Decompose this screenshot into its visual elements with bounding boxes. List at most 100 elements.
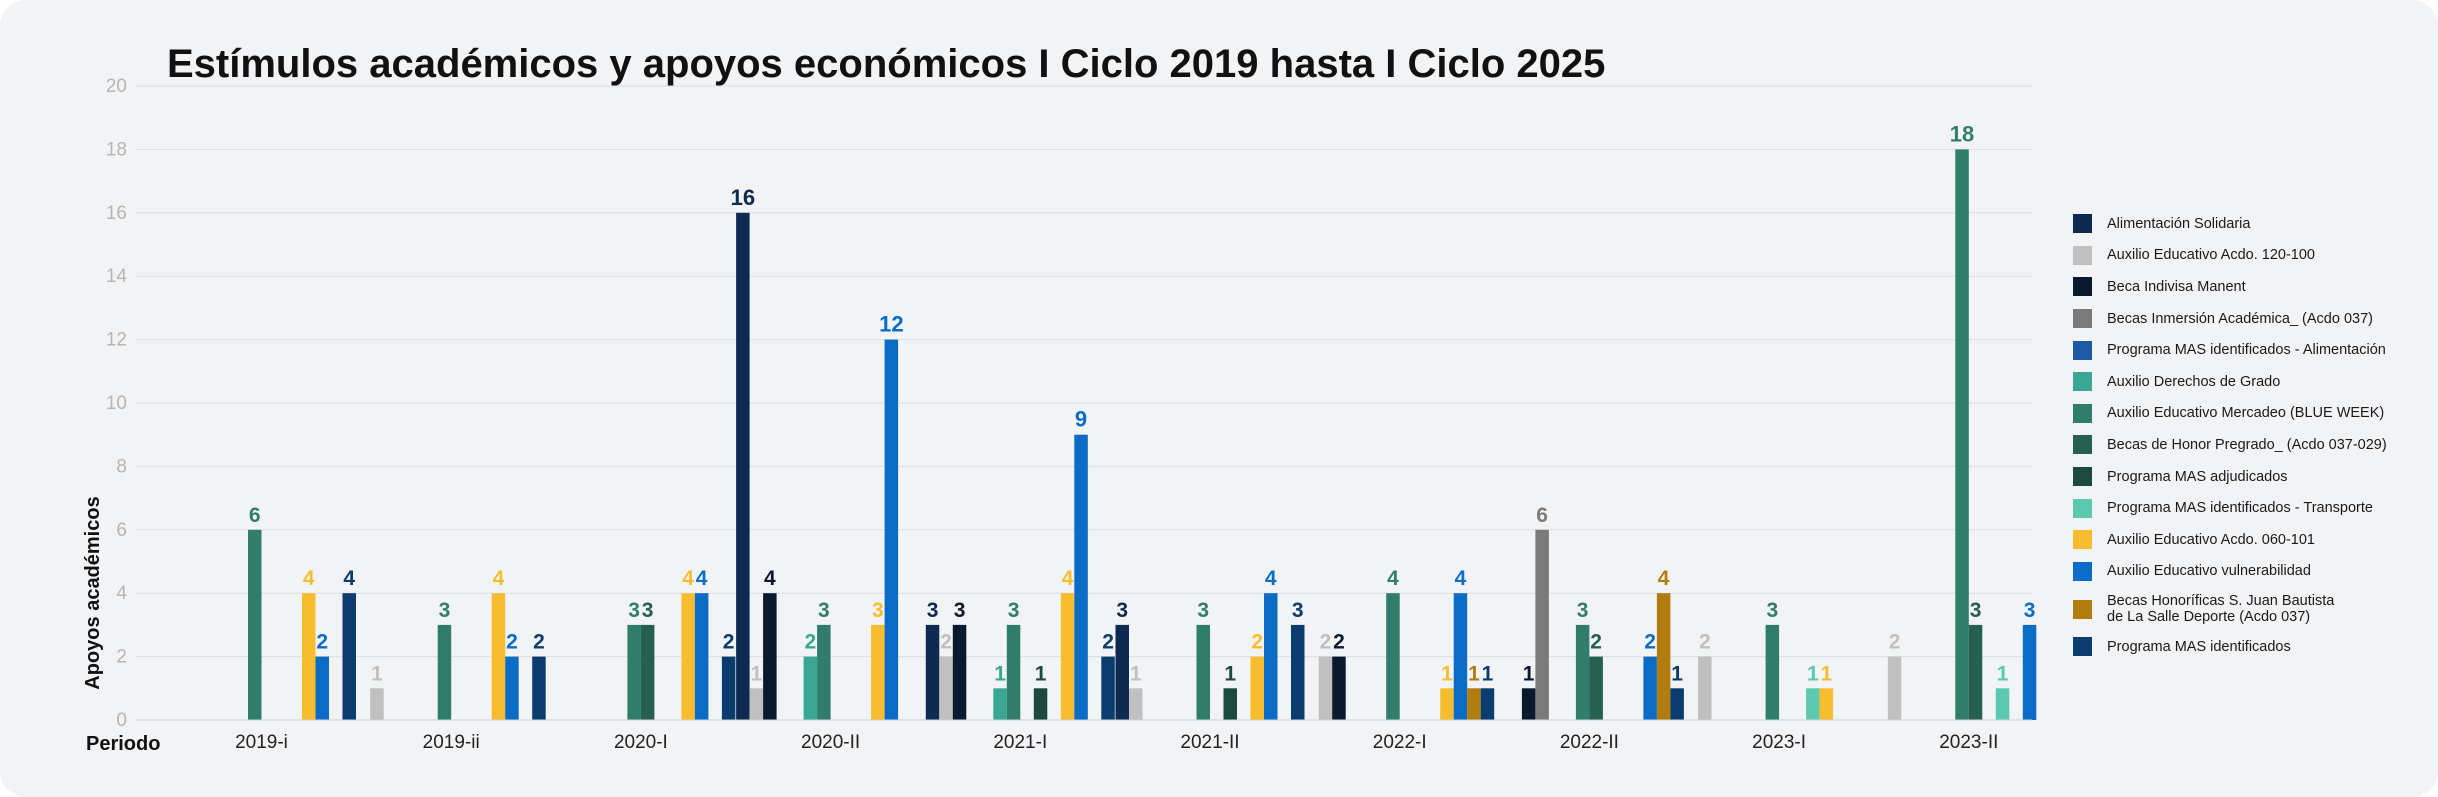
bar <box>681 593 695 720</box>
legend-swatch <box>2073 498 2092 518</box>
y-tick-label: 0 <box>116 710 127 731</box>
data-label: 6 <box>249 504 261 527</box>
bar <box>1074 434 1088 720</box>
data-label: 4 <box>1265 567 1277 590</box>
data-label: 3 <box>642 599 654 622</box>
bar <box>1995 688 2010 720</box>
legend-label: Auxilio Educativo Acdo. 060-101 <box>2107 531 2315 548</box>
bar <box>939 656 953 720</box>
bar <box>1223 688 1237 720</box>
legend-swatch <box>2073 340 2092 360</box>
bar <box>1291 624 1305 720</box>
data-label: 1 <box>1482 662 1494 685</box>
legend-label: Alimentación Solidaria <box>2107 215 2251 232</box>
x-tick-label: 2022-I <box>1373 732 1427 753</box>
y-tick-label: 18 <box>106 139 127 160</box>
data-label: 3 <box>1577 599 1589 622</box>
data-label: 16 <box>731 185 755 210</box>
y-tick-label: 14 <box>106 266 128 287</box>
legend-item: Programa MAS identificados - Alimentació… <box>2073 334 2403 366</box>
legend-item: Programa MAS identificados - Transporte <box>2073 492 2403 524</box>
data-label: 4 <box>343 567 355 590</box>
data-label: 6 <box>1536 504 1548 527</box>
data-label: 18 <box>1950 121 1974 146</box>
legend-swatch <box>2073 561 2092 581</box>
data-label: 4 <box>1658 567 1670 590</box>
x-tick-label: 2021-I <box>993 732 1047 753</box>
y-tick-label: 20 <box>106 76 127 97</box>
data-label: 1 <box>1130 662 1142 685</box>
legend-swatch <box>2073 599 2092 619</box>
legend-label: Programa MAS adjudicados <box>2107 468 2288 485</box>
legend-label: Auxilio Derechos de Grado <box>2107 373 2281 390</box>
legend-swatch <box>2073 214 2092 234</box>
bar <box>925 624 940 720</box>
bar <box>1264 593 1278 720</box>
bar <box>1819 688 1834 720</box>
bar <box>1968 624 1983 720</box>
data-label: 1 <box>1671 662 1683 685</box>
data-label: 2 <box>316 631 328 654</box>
legend-swatch <box>2073 435 2092 455</box>
y-tick-label: 16 <box>106 203 127 224</box>
data-label: 3 <box>927 599 939 622</box>
data-label: 4 <box>696 567 708 590</box>
bar <box>1332 656 1346 720</box>
y-tick-label: 2 <box>116 647 127 668</box>
data-label: 2 <box>1102 631 1114 654</box>
legend-item: Auxilio Educativo Acdo. 060-101 <box>2073 524 2403 556</box>
legend-swatch <box>2073 277 2092 297</box>
bar <box>1196 624 1210 720</box>
bar <box>1386 593 1400 720</box>
data-label: 3 <box>1008 599 1020 622</box>
data-label: 3 <box>2024 599 2036 622</box>
legend-item: Auxilio Educativo vulnerabilidad <box>2073 556 2403 588</box>
x-tick-label: 2023-I <box>1752 732 1806 753</box>
data-label: 2 <box>533 631 545 654</box>
x-axis-label: Periodo <box>86 733 160 755</box>
bar <box>2022 624 2037 720</box>
bar <box>1129 688 1143 720</box>
bar <box>248 529 262 720</box>
data-label: 2 <box>1251 631 1263 654</box>
data-label: 4 <box>1062 567 1074 590</box>
data-label: 1 <box>1224 662 1236 685</box>
x-tick-label: 2023-II <box>1939 732 1998 753</box>
data-label: 2 <box>1889 631 1901 654</box>
legend-label: Becas Honoríficas S. Juan Bautista de La… <box>2107 593 2335 626</box>
bar <box>1467 688 1481 720</box>
bar <box>1521 688 1536 720</box>
bar <box>993 688 1007 720</box>
legend-item: Auxilio Educativo Acdo. 120-100 <box>2073 240 2403 272</box>
data-label: 2 <box>506 631 518 654</box>
legend-item: Alimentación Solidaria <box>2073 208 2403 240</box>
data-label: 3 <box>818 599 830 622</box>
bar <box>803 656 818 720</box>
data-label: 1 <box>1997 662 2009 685</box>
bar <box>1656 593 1671 720</box>
data-label: 3 <box>1970 599 1982 622</box>
bar <box>370 688 384 720</box>
bar <box>1453 593 1468 720</box>
legend-swatch <box>2073 372 2092 392</box>
chart-legend: Alimentación Solidaria Auxilio Educativo… <box>2073 208 2403 663</box>
bar <box>1006 624 1021 720</box>
bar <box>1480 688 1495 720</box>
legend-label: Programa MAS identificados - Transporte <box>2107 500 2373 517</box>
bar <box>491 593 506 720</box>
data-label: 1 <box>1441 662 1453 685</box>
legend-item: Becas Honoríficas S. Juan Bautista de La… <box>2073 587 2403 631</box>
bar <box>1955 149 1969 720</box>
bar <box>437 624 452 720</box>
bar <box>627 624 641 720</box>
legend-item: Beca Indivisa Manent <box>2073 271 2403 303</box>
legend-swatch <box>2073 467 2092 487</box>
bar <box>1318 656 1333 720</box>
data-label: 4 <box>764 567 776 590</box>
data-label: 12 <box>879 312 903 337</box>
data-label: 1 <box>1035 662 1047 685</box>
bar <box>315 656 329 720</box>
data-label: 1 <box>1807 662 1819 685</box>
data-label: 1 <box>1821 662 1833 685</box>
